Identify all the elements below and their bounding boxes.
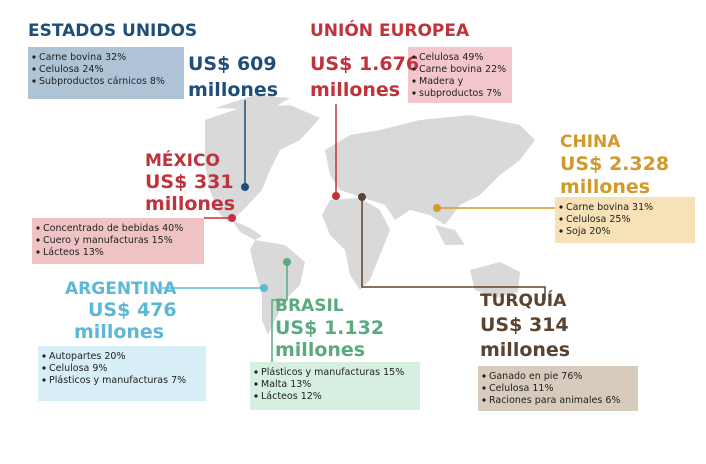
region-item: Autopartes 20% bbox=[49, 351, 125, 362]
bullet bbox=[32, 67, 36, 71]
bullet bbox=[36, 238, 40, 242]
region-item: Lácteos 13% bbox=[43, 247, 104, 258]
bullet bbox=[412, 67, 416, 71]
bullet bbox=[559, 205, 563, 209]
region-box bbox=[38, 346, 206, 401]
region-dot bbox=[358, 193, 366, 201]
region-item: Madera y bbox=[419, 76, 464, 87]
region-unit: millones bbox=[480, 339, 570, 361]
region-amount: US$ 1.132 bbox=[275, 317, 384, 339]
region-item: Celulosa 11% bbox=[489, 383, 554, 394]
region-amount: US$ 609 bbox=[188, 53, 277, 75]
region-amount: US$ 476 bbox=[88, 299, 177, 321]
bullet bbox=[32, 55, 36, 59]
region-dot bbox=[433, 204, 441, 212]
region-item: Concentrado de bebidas 40% bbox=[43, 223, 183, 234]
bullet bbox=[482, 386, 486, 390]
region-name: ESTADOS UNIDOS bbox=[28, 21, 197, 41]
bullet bbox=[412, 91, 416, 95]
region-item: Cuero y manufacturas 15% bbox=[43, 235, 173, 246]
region-unit: millones bbox=[560, 176, 650, 198]
bullet bbox=[42, 378, 46, 382]
bullet bbox=[412, 79, 416, 83]
region-dot bbox=[228, 214, 236, 222]
region-item: subproductos 7% bbox=[419, 88, 501, 99]
bullet bbox=[254, 382, 258, 386]
region-item: Plásticos y manufacturas 7% bbox=[49, 375, 186, 386]
region-amount: US$ 331 bbox=[145, 171, 234, 193]
region-item: Raciones para animales 6% bbox=[489, 395, 620, 406]
region-item: Subproductos cárnicos 8% bbox=[39, 76, 165, 87]
region-box bbox=[28, 47, 184, 99]
region-item: Malta 13% bbox=[261, 379, 311, 390]
bullet bbox=[36, 250, 40, 254]
bullet bbox=[36, 226, 40, 230]
region-unit: millones bbox=[275, 339, 365, 361]
region-item: Celulosa 24% bbox=[39, 64, 104, 75]
region-box bbox=[32, 218, 204, 264]
connector-line bbox=[271, 262, 288, 362]
region-name: CHINA bbox=[560, 132, 621, 152]
bullet bbox=[482, 398, 486, 402]
region-item: Lácteos 12% bbox=[261, 391, 322, 402]
bullet bbox=[559, 229, 563, 233]
region-name: UNIÓN EUROPEA bbox=[310, 19, 470, 41]
connector-line bbox=[361, 197, 546, 300]
region-unit: millones bbox=[310, 79, 400, 101]
bullet bbox=[482, 374, 486, 378]
bullet bbox=[42, 366, 46, 370]
region-name: ARGENTINA bbox=[65, 279, 177, 299]
region-name: BRASIL bbox=[275, 296, 344, 316]
region-box bbox=[250, 362, 420, 410]
region-name: MÉXICO bbox=[145, 149, 220, 171]
region-item: Soja 20% bbox=[566, 226, 610, 237]
region-item: Plásticos y manufacturas 15% bbox=[261, 367, 404, 378]
bullet bbox=[254, 370, 258, 374]
bullet bbox=[42, 354, 46, 358]
region-unit: millones bbox=[188, 79, 278, 101]
region-name: TURQUÍA bbox=[480, 289, 567, 311]
region-dot bbox=[241, 183, 249, 191]
world-map bbox=[205, 95, 535, 335]
region-item: Carne bovina 32% bbox=[39, 52, 126, 63]
region-item: Carne bovina 31% bbox=[566, 202, 653, 213]
region-box bbox=[555, 197, 695, 243]
region-dot bbox=[283, 258, 291, 266]
region-unit: millones bbox=[74, 321, 164, 343]
region-dot bbox=[260, 284, 268, 292]
region-amount: US$ 314 bbox=[480, 314, 569, 336]
bullet bbox=[254, 394, 258, 398]
region-box bbox=[408, 47, 512, 103]
region-item: Celulosa 25% bbox=[566, 214, 631, 225]
bullet bbox=[32, 79, 36, 83]
bullet bbox=[412, 55, 416, 59]
region-unit: millones bbox=[145, 193, 235, 215]
region-amount: US$ 1.676 bbox=[310, 53, 419, 75]
bullet bbox=[559, 217, 563, 221]
region-item: Celulosa 49% bbox=[419, 52, 484, 63]
region-amount: US$ 2.328 bbox=[560, 153, 669, 175]
region-dot bbox=[332, 192, 340, 200]
region-item: Carne bovina 22% bbox=[419, 64, 506, 75]
region-item: Ganado en pie 76% bbox=[489, 371, 582, 382]
region-item: Celulosa 9% bbox=[49, 363, 107, 374]
region-box bbox=[478, 366, 638, 411]
